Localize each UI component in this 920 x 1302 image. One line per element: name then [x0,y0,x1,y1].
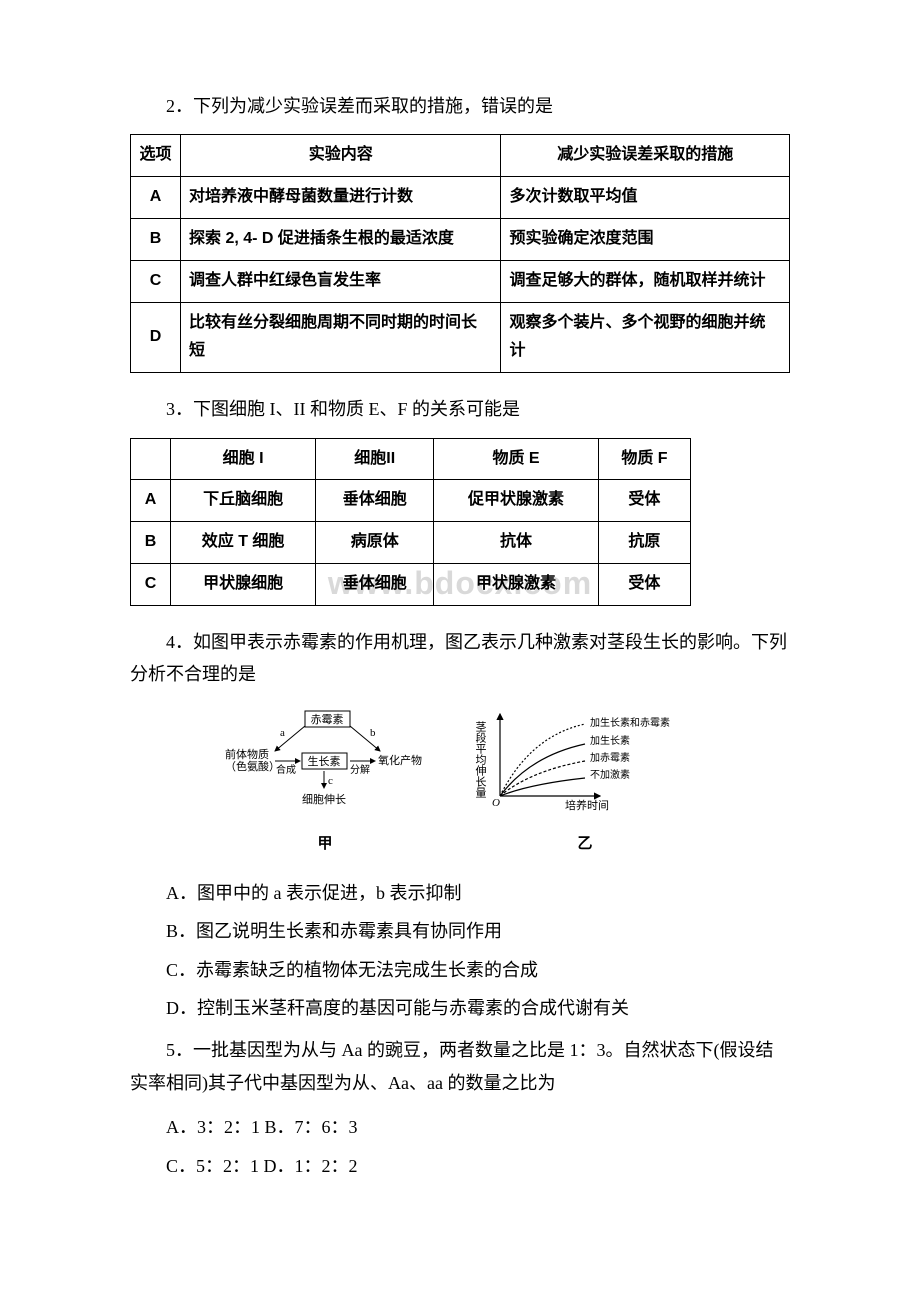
q2-table: 选项 实验内容 减少实验误差采取的措施 A 对培养液中酵母菌数量进行计数 多次计… [130,134,790,373]
q3-th-3: 物质 E [434,438,599,480]
svg-text:加生长素和赤霉素: 加生长素和赤霉素 [590,716,670,729]
q2-r2c0: C [131,260,181,302]
q3-r1c4: 抗原 [598,522,690,564]
q3-r2c0: C [131,563,171,605]
svg-text:b: b [370,727,376,739]
q3-th-0 [131,438,171,480]
q2-text: 2．下列为减少实验误差而采取的措施，错误的是 [130,90,790,122]
q2-th-1: 实验内容 [181,135,501,177]
diagram-jia-svg: 赤霉素 a b 前体物质（色氨酸） 合成 生长素 分解 氧化产物 [220,706,430,816]
svg-text:氧化产物: 氧化产物 [378,753,422,767]
q2-r1c0: B [131,218,181,260]
q3-r0c2: 垂体细胞 [316,480,434,522]
diagram-jia-label: 甲 [220,830,430,857]
q3-r1c1: 效应 T 细胞 [171,522,316,564]
q3-th-1: 细胞 I [171,438,316,480]
q5-opt-1: A．3：2：1 B．7：6：3 [166,1111,790,1143]
q3-r1c3: 抗体 [434,522,599,564]
svg-text:细胞伸长: 细胞伸长 [302,793,346,806]
q5-opt-2: C．5：2：1 D．1：2：2 [166,1150,790,1182]
q3-r2c2: 垂体细胞 [316,563,434,605]
q4-opt-b: B．图乙说明生长素和赤霉素具有协同作用 [166,915,790,947]
diagram-jia: 赤霉素 a b 前体物质（色氨酸） 合成 生长素 分解 氧化产物 [220,706,430,857]
q2-r1c1: 探索 2, 4- D 促进插条生根的最适浓度 [181,218,501,260]
q3-th-2: 细胞II [316,438,434,480]
q3-r0c4: 受体 [598,480,690,522]
svg-text:O: O [492,797,500,809]
q2-r3c0: D [131,302,181,373]
q3-r2c3: 甲状腺激素 [434,563,599,605]
q4-text: 4．如图甲表示赤霉素的作用机理，图乙表示几种激素对茎段生长的影响。下列分析不合理… [130,626,790,691]
q4-diagrams: 赤霉素 a b 前体物质（色氨酸） 合成 生长素 分解 氧化产物 [130,706,790,857]
q4-opt-c: C．赤霉素缺乏的植物体无法完成生长素的合成 [166,954,790,986]
q2-r2c2: 调查足够大的群体，随机取样并统计 [501,260,790,302]
diagram-yi: 茎段平均伸长量 O 培养时间 加生长素和赤霉素 加生长素 加赤霉素 不加激素 乙 [470,706,700,857]
q2-r2c1: 调查人群中红绿色盲发生率 [181,260,501,302]
svg-text:茎段平均伸长量: 茎段平均伸长量 [474,720,487,797]
svg-text:c: c [328,775,333,787]
q3-table: 细胞 I 细胞II 物质 E 物质 F A 下丘脑细胞 垂体细胞 促甲状腺激素 … [130,438,691,606]
q3-r0c0: A [131,480,171,522]
q3-th-4: 物质 F [598,438,690,480]
svg-text:前体物质（色氨酸）: 前体物质（色氨酸） [225,747,280,773]
svg-text:赤霉素: 赤霉素 [311,713,344,726]
q3-r1c2: 病原体 [316,522,434,564]
svg-text:不加激素: 不加激素 [590,768,630,781]
q2-th-2: 减少实验误差采取的措施 [501,135,790,177]
q4-opt-d: D．控制玉米茎秆高度的基因可能与赤霉素的合成代谢有关 [166,992,790,1024]
q3-r2c4: 受体 [598,563,690,605]
q3-r0c1: 下丘脑细胞 [171,480,316,522]
diagram-yi-label: 乙 [470,830,700,857]
q2-r1c2: 预实验确定浓度范围 [501,218,790,260]
q5-text: 5．一批基因型为从与 Aa 的豌豆，两者数量之比是 1：3。自然状态下(假设结实… [130,1034,790,1099]
q3-r2c1: 甲状腺细胞 [171,563,316,605]
svg-text:加赤霉素: 加赤霉素 [590,751,630,764]
svg-text:生长素: 生长素 [308,754,341,768]
q3-text: 3．下图细胞 I、II 和物质 E、F 的关系可能是 [130,393,790,425]
q2-r3c2: 观察多个装片、多个视野的细胞并统计 [501,302,790,373]
diagram-yi-svg: 茎段平均伸长量 O 培养时间 加生长素和赤霉素 加生长素 加赤霉素 不加激素 [470,706,700,816]
q2-r0c1: 对培养液中酵母菌数量进行计数 [181,177,501,219]
q2-r0c0: A [131,177,181,219]
svg-text:合成: 合成 [276,763,296,776]
q4-opt-a: A．图甲中的 a 表示促进，b 表示抑制 [166,877,790,909]
q2-r0c2: 多次计数取平均值 [501,177,790,219]
q3-r0c3: 促甲状腺激素 [434,480,599,522]
q2-r3c1: 比较有丝分裂细胞周期不同时期的时间长短 [181,302,501,373]
page-content: 2．下列为减少实验误差而采取的措施，错误的是 选项 实验内容 减少实验误差采取的… [130,90,790,1182]
svg-text:a: a [280,727,285,739]
svg-text:分解: 分解 [350,763,370,776]
q2-th-0: 选项 [131,135,181,177]
svg-text:加生长素: 加生长素 [590,734,630,747]
q3-r1c0: B [131,522,171,564]
svg-text:培养时间: 培养时间 [565,798,609,812]
